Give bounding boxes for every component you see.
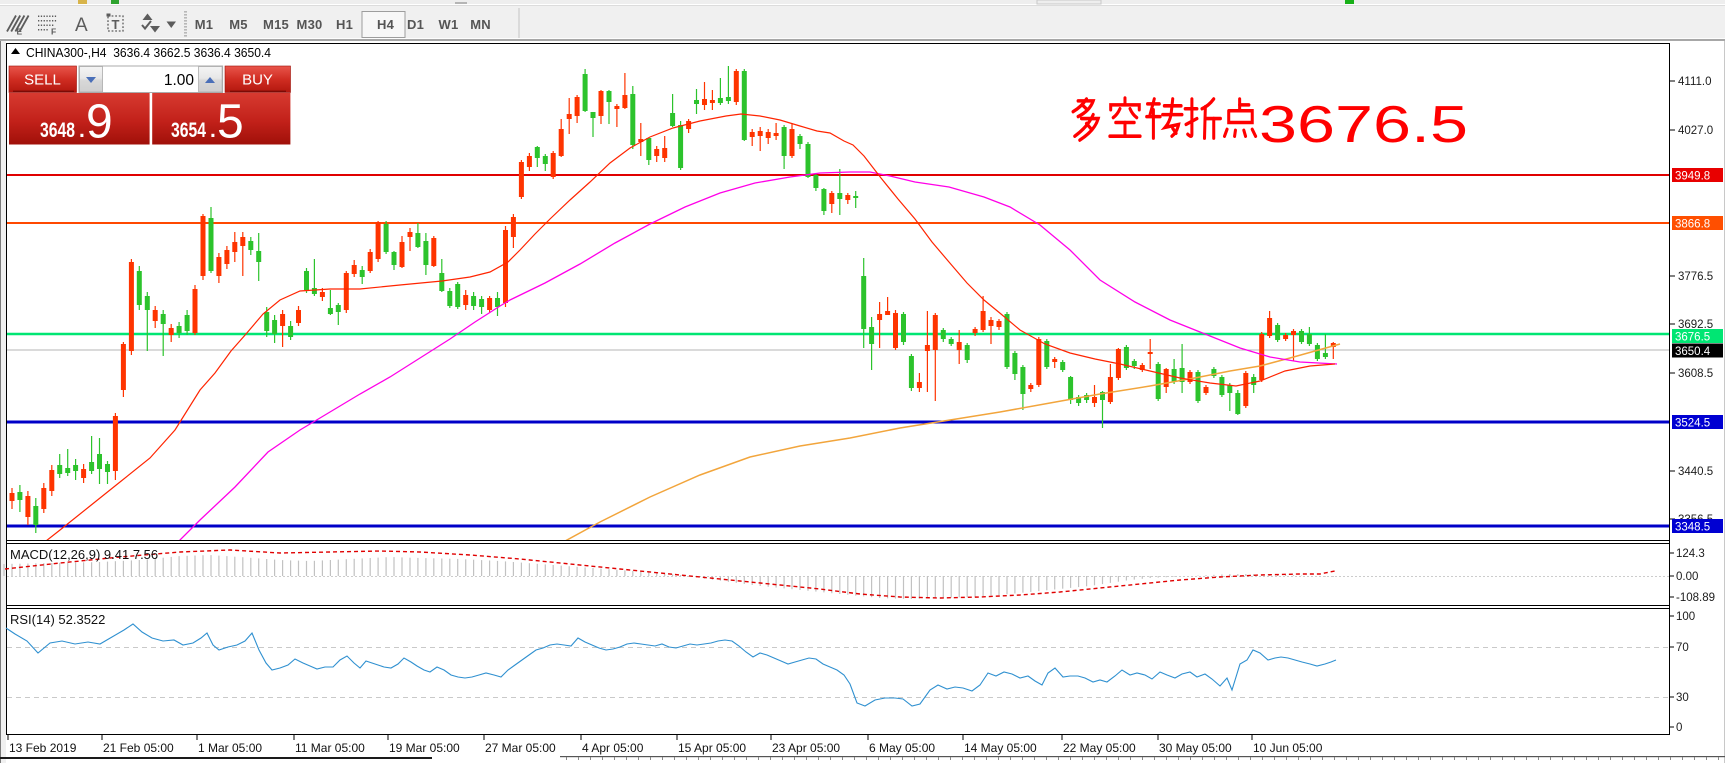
- svg-text:22 May 05:00: 22 May 05:00: [1063, 741, 1136, 755]
- svg-text:SELL: SELL: [24, 72, 61, 89]
- svg-text:4 Apr 05:00: 4 Apr 05:00: [582, 741, 644, 755]
- svg-text:CHINA300-,H4 3636.4 3662.5 36: CHINA300-,H4 3636.4 3662.5 3636.4 3650.4: [26, 45, 271, 60]
- svg-text:3608.5: 3608.5: [1678, 368, 1713, 380]
- svg-text:MN: MN: [470, 17, 491, 32]
- svg-text:0.00: 0.00: [1676, 571, 1698, 583]
- svg-text:23 Apr 05:00: 23 Apr 05:00: [772, 741, 840, 755]
- svg-text:19 Mar 05:00: 19 Mar 05:00: [389, 741, 460, 755]
- svg-text:4027.0: 4027.0: [1678, 125, 1713, 137]
- svg-text:F: F: [51, 27, 56, 37]
- svg-text:124.3: 124.3: [1676, 548, 1705, 560]
- svg-text:9: 9: [86, 96, 113, 149]
- svg-text:15 Apr 05:00: 15 Apr 05:00: [678, 741, 746, 755]
- svg-text:3866.8: 3866.8: [1675, 219, 1710, 231]
- svg-text:1 Mar 05:00: 1 Mar 05:00: [198, 741, 262, 755]
- svg-text:M5: M5: [229, 17, 247, 32]
- svg-text:10 Jun 05:00: 10 Jun 05:00: [1253, 741, 1323, 755]
- svg-text:0: 0: [1676, 722, 1682, 734]
- svg-text:MACD(12,26,9) 9.41 7.56: MACD(12,26,9) 9.41 7.56: [10, 547, 158, 562]
- svg-text:.: .: [79, 119, 85, 142]
- svg-text:3648: 3648: [40, 119, 75, 142]
- svg-text:M30: M30: [297, 17, 323, 32]
- svg-text:M1: M1: [195, 17, 213, 32]
- svg-text:4111.0: 4111.0: [1678, 76, 1711, 88]
- svg-text:3650.4: 3650.4: [1675, 346, 1711, 358]
- svg-text:T: T: [112, 17, 120, 32]
- svg-text:3676.5: 3676.5: [1259, 96, 1468, 154]
- svg-text:A: A: [75, 15, 88, 36]
- svg-text:3776.5: 3776.5: [1678, 271, 1713, 283]
- svg-text:6 May 05:00: 6 May 05:00: [869, 741, 935, 755]
- svg-text:70: 70: [1676, 642, 1689, 654]
- svg-text:M15: M15: [263, 17, 289, 32]
- svg-text:3676.5: 3676.5: [1675, 332, 1710, 344]
- svg-text:3440.5: 3440.5: [1678, 466, 1713, 478]
- svg-text:3348.5: 3348.5: [1675, 522, 1710, 534]
- svg-text:3654: 3654: [171, 119, 206, 142]
- svg-text:3524.5: 3524.5: [1675, 418, 1710, 430]
- svg-text:RSI(14) 52.3522: RSI(14) 52.3522: [10, 612, 105, 627]
- svg-text:30 May 05:00: 30 May 05:00: [1159, 741, 1232, 755]
- svg-text:H4: H4: [377, 17, 395, 32]
- svg-text:H1: H1: [336, 17, 353, 32]
- svg-text:D1: D1: [407, 17, 424, 32]
- svg-text:30: 30: [1676, 692, 1689, 704]
- svg-text:13 Feb 2019: 13 Feb 2019: [9, 741, 77, 755]
- svg-text:3949.8: 3949.8: [1675, 171, 1710, 183]
- svg-text:11 Mar 05:00: 11 Mar 05:00: [295, 741, 365, 755]
- svg-text:27 Mar 05:00: 27 Mar 05:00: [485, 741, 556, 755]
- svg-text:BUY: BUY: [242, 72, 273, 89]
- svg-text:1.00: 1.00: [164, 72, 195, 89]
- svg-text:21 Feb 05:00: 21 Feb 05:00: [103, 741, 174, 755]
- svg-text:-108.89: -108.89: [1676, 592, 1715, 604]
- svg-text:E: E: [17, 27, 23, 37]
- svg-text:14 May 05:00: 14 May 05:00: [964, 741, 1037, 755]
- svg-text:5: 5: [217, 96, 244, 149]
- svg-text:.: .: [210, 119, 216, 142]
- svg-text:W1: W1: [439, 17, 459, 32]
- svg-text:100: 100: [1676, 611, 1695, 623]
- svg-text:3692.5: 3692.5: [1678, 319, 1713, 331]
